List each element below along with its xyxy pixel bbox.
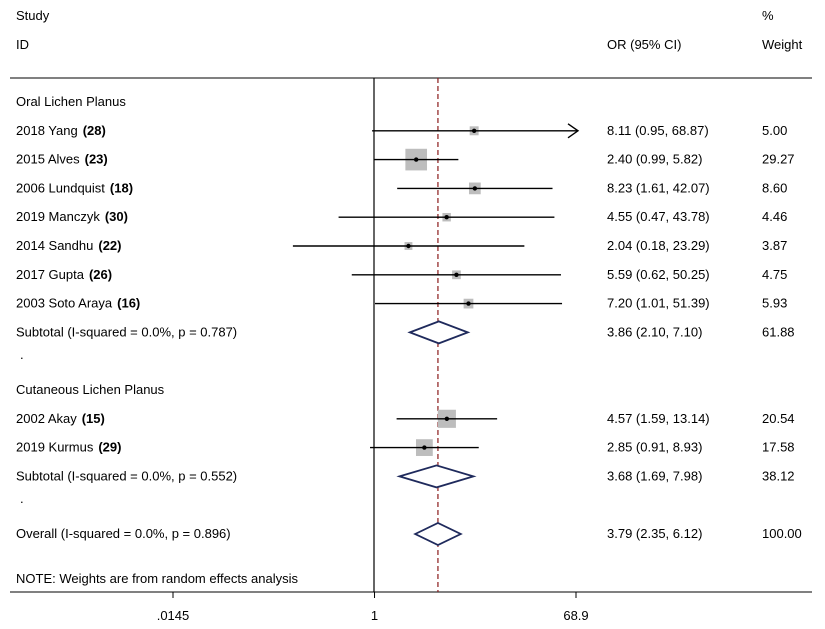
weight-value: 5.93 [762, 296, 787, 311]
study-ref: (22) [98, 238, 121, 253]
spacer-dot: . [20, 491, 24, 506]
point-estimate [454, 272, 459, 277]
study-name: 2019 Kurmus [16, 440, 94, 455]
x-tick-label: 68.9 [563, 608, 588, 623]
weight-value: 4.75 [762, 267, 787, 282]
weight-value: 5.00 [762, 123, 787, 138]
weight-value: 17.58 [762, 440, 795, 455]
weight-value: 4.46 [762, 209, 787, 224]
footnote: NOTE: Weights are from random effects an… [16, 571, 299, 586]
weight-value: 3.87 [762, 238, 787, 253]
x-tick-label: .0145 [157, 608, 190, 623]
point-estimate [422, 445, 427, 450]
or-ci-value: 3.86 (2.10, 7.10) [607, 324, 702, 339]
subgroup-label: Cutaneous Lichen Planus [16, 382, 165, 397]
weight-value: 20.54 [762, 411, 795, 426]
study-name: 2017 Gupta [16, 267, 85, 282]
point-estimate [444, 215, 449, 220]
study-name: 2003 Soto Araya [16, 296, 113, 311]
or-ci-value: 2.40 (0.99, 5.82) [607, 152, 702, 167]
study-ref: (29) [98, 440, 121, 455]
overall-diamond [413, 522, 463, 546]
or-ci-value: 3.68 (1.69, 7.98) [607, 468, 702, 483]
or-ci-value: 4.57 (1.59, 13.14) [607, 411, 710, 426]
study-name: 2015 Alves [16, 152, 80, 167]
header-study-label: Study [16, 8, 50, 23]
study-ref: (15) [82, 411, 105, 426]
point-estimate [406, 243, 411, 249]
study-ref: (23) [85, 152, 108, 167]
point-estimate [471, 128, 477, 133]
study-name: 2018 Yang [16, 123, 78, 138]
weight-value: 8.60 [762, 180, 787, 195]
point-estimate [444, 416, 450, 421]
subgroup-label: Oral Lichen Planus [16, 94, 126, 109]
or-ci-value: 7.20 (1.01, 51.39) [607, 296, 710, 311]
or-ci-value: 8.23 (1.61, 42.07) [607, 180, 710, 195]
header-or-label: OR (95% CI) [607, 37, 681, 52]
study-ref: (18) [110, 180, 133, 195]
overall-label: Overall (I-squared = 0.0%, p = 0.896) [16, 526, 231, 541]
or-ci-value: 3.79 (2.35, 6.12) [607, 526, 702, 541]
weight-value: 38.12 [762, 468, 795, 483]
study-name: 2019 Manczyk [16, 209, 100, 224]
weight-value: 29.27 [762, 152, 795, 167]
header-weight-label: Weight [762, 37, 803, 52]
ci-arrow [567, 123, 580, 139]
study-ref: (30) [105, 209, 128, 224]
or-ci-value: 5.59 (0.62, 50.25) [607, 267, 710, 282]
or-ci-value: 8.11 (0.95, 68.87) [607, 123, 709, 138]
subtotal-label: Subtotal (I-squared = 0.0%, p = 0.787) [16, 324, 237, 339]
header-id-label: ID [16, 37, 29, 52]
study-ref: (26) [89, 267, 112, 282]
study-name: 2014 Sandhu [16, 238, 93, 253]
point-estimate [413, 157, 419, 162]
study-ref: (16) [117, 296, 140, 311]
header-percent-label: % [762, 8, 774, 23]
point-estimate [472, 186, 478, 191]
or-ci-value: 2.85 (0.91, 8.93) [607, 440, 702, 455]
spacer-dot: . [20, 347, 24, 362]
x-tick-label: 1 [371, 608, 378, 623]
weight-value: 61.88 [762, 324, 795, 339]
study-name: 2002 Akay [16, 411, 77, 426]
or-ci-value: 4.55 (0.47, 43.78) [607, 209, 710, 224]
study-ref: (28) [83, 123, 106, 138]
study-name: 2006 Lundquist [16, 180, 105, 195]
subtotal-diamond [407, 320, 471, 345]
subtotal-diamond [396, 464, 477, 489]
weight-value: 100.00 [762, 526, 802, 541]
or-ci-value: 2.04 (0.18, 23.29) [607, 238, 710, 253]
subtotal-label: Subtotal (I-squared = 0.0%, p = 0.552) [16, 468, 237, 483]
point-estimate [466, 301, 471, 306]
